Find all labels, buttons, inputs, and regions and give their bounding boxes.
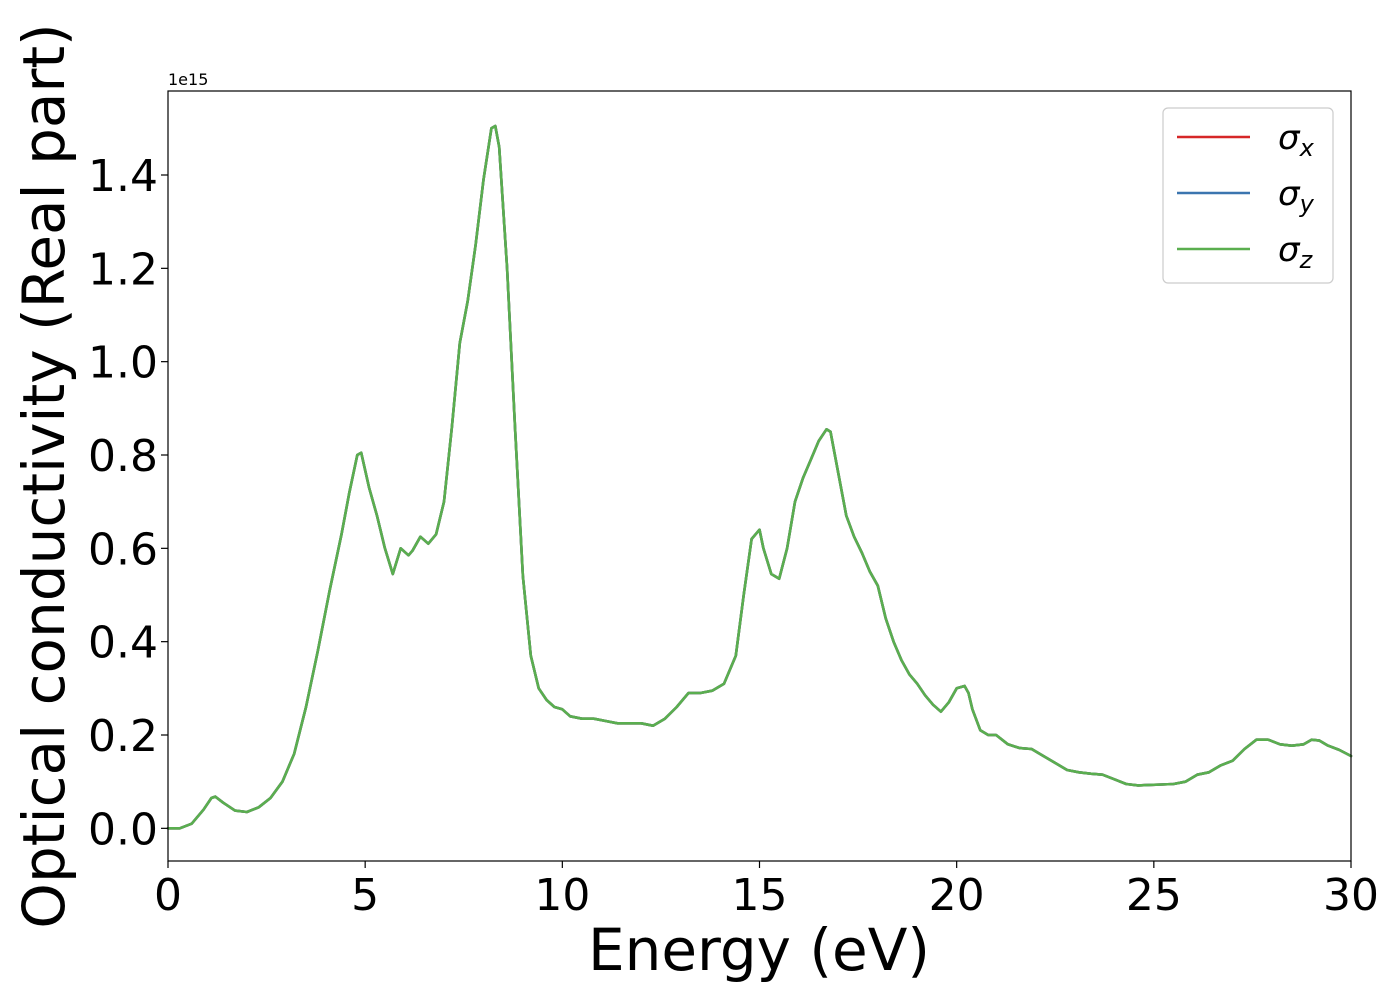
y-tick-label: 0.0: [88, 804, 158, 855]
x-tick-label: 5: [351, 870, 379, 921]
x-axis-ticks: 0 5 10 15 20 25 30: [154, 861, 1379, 921]
x-tick-label: 10: [534, 870, 590, 921]
y-tick-label: 1.4: [88, 151, 158, 202]
x-axis-title: Energy (eV): [588, 916, 930, 984]
y-tick-label: 0.6: [88, 524, 158, 575]
y-tick-label: 0.4: [88, 618, 158, 669]
y-offset-label: 1e15: [168, 70, 208, 89]
x-tick-label: 30: [1323, 870, 1379, 921]
y-axis-title: Optical conductivity (Real part): [10, 23, 78, 928]
y-tick-label: 1.2: [88, 244, 158, 295]
series-line-3: [166, 124, 1353, 830]
x-tick-label: 25: [1126, 870, 1182, 921]
legend-frame: [1162, 107, 1334, 284]
legend-subscript: x: [1299, 134, 1315, 162]
y-tick-label: 0.2: [88, 711, 158, 762]
legend-subscript: y: [1299, 190, 1315, 218]
y-tick-label: 0.8: [88, 431, 158, 482]
y-axis-ticks: 0.0 0.2 0.4 0.6 0.8 1.0 1.2 1.4: [88, 151, 168, 855]
y-tick-label: 1.0: [88, 338, 158, 389]
x-tick-label: 20: [929, 870, 985, 921]
x-tick-label: 15: [732, 870, 788, 921]
series-layer: [166, 124, 1353, 830]
legend-subscript: z: [1299, 246, 1314, 274]
x-tick-label: 0: [154, 870, 182, 921]
